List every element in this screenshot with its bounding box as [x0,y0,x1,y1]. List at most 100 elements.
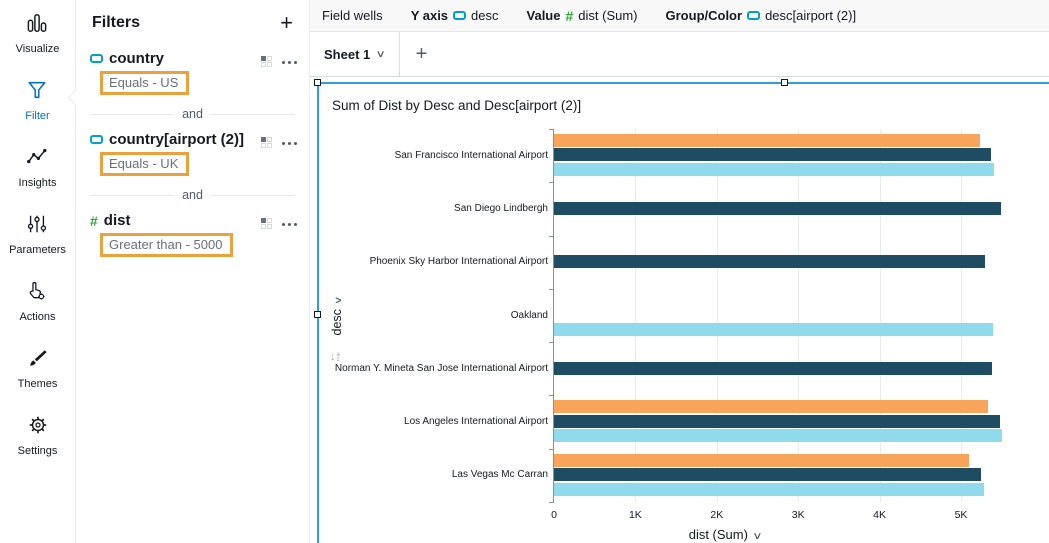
y-axis-tick [549,448,554,450]
gridline [879,129,881,502]
pointer-gear-icon [26,280,48,307]
category-label[interactable]: Oakland [510,309,548,321]
filter-scope-icon[interactable] [261,56,272,67]
gear-icon [27,414,49,441]
filter-menu-icon[interactable] [282,221,297,226]
filter-item-country-airport2[interactable]: country[airport (2)] Equals - UK [76,123,309,186]
bar-chart-visual[interactable]: Sum of Dist by Desc and Desc[airport (2)… [314,79,1049,543]
add-sheet-button[interactable]: + [415,42,428,65]
filter-connector: and [76,105,309,123]
dimension-field-icon [747,11,761,20]
bar-dark-blue[interactable] [554,201,1001,215]
sliders-icon [26,213,48,240]
bar-chart-icon [26,12,48,39]
filter-menu-icon[interactable] [282,140,297,145]
filter-condition-highlighted: Greater than - 5000 [100,233,234,257]
tab-sheet-1[interactable]: Sheet 1 ∨ [310,32,400,76]
resize-handle-left-middle[interactable] [314,311,321,318]
y-axis-tick [549,129,554,130]
well-field-value: desc [471,8,499,23]
resize-handle-top-middle[interactable] [781,79,788,86]
field-wells-bar[interactable]: Field wells Y axis desc Value # dist (Su… [310,0,1049,32]
well-value[interactable]: Value # dist (Sum) [526,7,638,24]
gridline [798,129,800,502]
nav-label: Filter [25,110,50,122]
nav-label: Visualize [15,43,60,55]
y-axis-tick [549,395,554,397]
category-label[interactable]: Los Angeles International Airport [404,416,548,428]
resize-handle-top-left[interactable] [314,79,321,86]
category-label[interactable]: Phoenix Sky Harbor International Airport [369,256,548,268]
filter-scope-icon[interactable] [261,137,272,148]
well-field-value: desc[airport (2)] [765,8,857,23]
bar-light-blue[interactable] [554,162,995,176]
dimension-field-icon [90,135,103,144]
bar-dark-blue[interactable] [554,361,992,375]
x-tick-label: 4K [873,509,887,521]
x-axis-field-label[interactable]: dist (Sum) ∨ [688,527,763,542]
nav-label: Actions [19,311,56,323]
sheet-tab-bar: Sheet 1 ∨ + [310,32,1049,77]
bar-orange[interactable] [554,134,980,147]
bar-orange[interactable] [554,453,970,467]
nav-item-insights[interactable]: Insights [18,146,57,189]
filters-panel: Filters + country Equals - US and countr… [67,0,310,543]
chevron-down-icon: ∨ [752,531,763,542]
bar-light-blue[interactable] [554,429,1002,443]
nav-label: Insights [18,177,57,189]
nav-item-parameters[interactable]: Parameters [9,213,66,256]
hash-icon: # [565,7,574,24]
plot-area: 0 1K 2K 3K 4K 5K San Francisco International A… [335,129,1049,542]
funnel-icon [26,79,48,106]
bar-light-blue[interactable] [554,482,984,496]
gridline [635,129,637,502]
filter-name: country [109,50,165,67]
paintbrush-icon [27,347,49,374]
y-axis-tick [549,502,554,503]
chevron-icon: ∨ [333,295,343,305]
nav-sidebar: Visualize Filter Insights [0,0,76,543]
filter-menu-icon[interactable] [282,59,297,64]
bar-light-blue[interactable] [554,322,993,336]
category-label[interactable]: San Francisco International Airport [394,149,548,161]
gridline [716,129,718,502]
nav-item-visualize[interactable]: Visualize [15,12,60,55]
bar-dark-blue[interactable] [554,468,982,482]
sort-icon[interactable]: ↓ a z [330,351,340,364]
chevron-down-icon[interactable]: ∨ [375,48,387,60]
nav-label: Settings [17,445,58,457]
nav-item-themes[interactable]: Themes [17,347,58,390]
filter-condition-highlighted: Equals - US [100,71,190,95]
well-y-axis[interactable]: Y axis desc [410,8,499,23]
x-tick-label: 0 [551,509,557,521]
filter-item-country[interactable]: country Equals - US [76,42,309,105]
category-label[interactable]: San Diego Lindbergh [454,202,548,214]
nav-item-filter[interactable]: Filter [25,79,50,122]
filter-connector: and [76,186,309,204]
filters-panel-title: Filters [92,14,141,31]
well-field-value: dist (Sum) [578,8,638,23]
bar-dark-blue[interactable] [554,414,1001,428]
category-label[interactable]: Las Vegas Mc Carran [451,469,548,481]
bar-dark-blue[interactable] [554,148,992,162]
category-label[interactable]: Norman Y. Mineta San Jose International … [334,362,548,374]
x-tick-label: 5K [954,509,968,521]
x-tick-label: 2K [710,509,724,521]
y-axis-tick [549,342,554,344]
add-filter-button[interactable]: + [280,10,293,35]
well-group-color[interactable]: Group/Color desc[airport (2)] [665,8,857,23]
bar-dark-blue[interactable] [554,254,985,268]
bar-orange[interactable] [554,400,988,414]
hash-icon: # [90,212,98,229]
filter-scope-icon[interactable] [261,218,272,229]
filter-item-dist[interactable]: # dist Greater than - 5000 [76,204,309,267]
nav-item-actions[interactable]: Actions [19,280,56,323]
x-tick-label: 3K [791,509,805,521]
gridline [961,129,962,502]
nav-label: Themes [17,378,58,390]
nav-item-settings[interactable]: Settings [17,414,58,457]
nav-label: Parameters [9,244,66,256]
filter-name: country[airport (2)] [109,131,244,148]
filter-name: dist [103,212,131,229]
